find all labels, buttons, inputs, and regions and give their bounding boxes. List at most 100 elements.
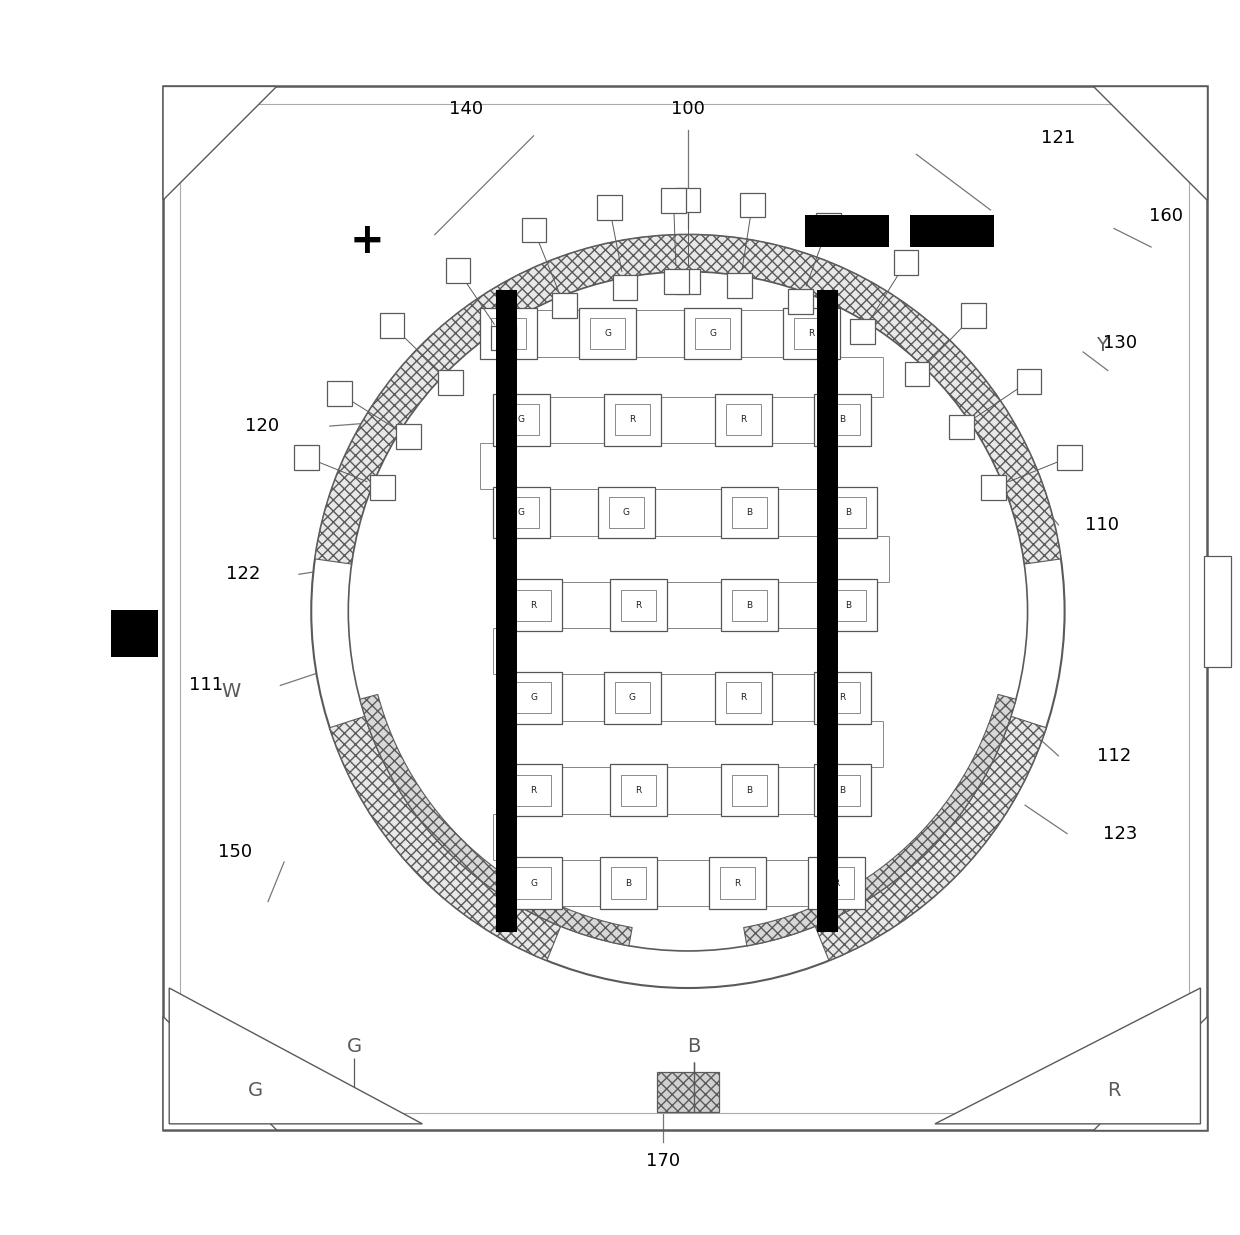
Bar: [794, 317, 830, 350]
Polygon shape: [1092, 86, 1207, 200]
Bar: [818, 867, 853, 899]
Text: 121: 121: [1042, 130, 1075, 147]
Text: R: R: [506, 329, 512, 338]
Bar: [590, 317, 625, 350]
Bar: [732, 589, 768, 621]
Bar: [722, 579, 777, 631]
Bar: [782, 308, 839, 359]
Text: B: B: [746, 508, 753, 517]
Text: G: G: [709, 329, 717, 338]
Text: R: R: [740, 693, 746, 703]
Bar: [831, 496, 866, 529]
Bar: [676, 188, 701, 212]
Bar: [851, 320, 875, 345]
Bar: [604, 672, 661, 724]
Bar: [1056, 445, 1081, 469]
Bar: [516, 867, 551, 899]
Text: 112: 112: [1097, 747, 1131, 764]
Bar: [665, 269, 688, 294]
Bar: [1017, 369, 1042, 394]
Bar: [621, 774, 656, 806]
Bar: [725, 404, 761, 436]
Bar: [805, 215, 889, 247]
Text: R: R: [740, 415, 746, 425]
Bar: [180, 104, 1189, 1113]
Bar: [505, 857, 562, 909]
Bar: [294, 445, 319, 469]
Bar: [661, 188, 686, 212]
Bar: [722, 487, 777, 538]
Bar: [732, 496, 768, 529]
Text: B: B: [687, 1036, 701, 1056]
Text: Y: Y: [1096, 336, 1107, 356]
Text: R: R: [734, 878, 740, 888]
Bar: [379, 314, 404, 338]
Bar: [684, 308, 742, 359]
Bar: [813, 394, 870, 446]
Polygon shape: [169, 988, 423, 1124]
Bar: [552, 293, 577, 317]
Bar: [492, 394, 549, 446]
Bar: [831, 589, 866, 621]
Text: B: B: [846, 600, 852, 610]
Text: 170: 170: [646, 1152, 681, 1170]
Bar: [505, 764, 562, 816]
Text: 140: 140: [449, 100, 482, 117]
Bar: [516, 589, 551, 621]
Bar: [725, 682, 761, 714]
Bar: [816, 212, 841, 237]
Text: G: G: [518, 415, 525, 425]
Bar: [610, 579, 667, 631]
Bar: [825, 404, 859, 436]
Text: G: G: [347, 1036, 362, 1056]
Bar: [820, 487, 877, 538]
Bar: [598, 487, 655, 538]
Text: B: B: [839, 785, 846, 795]
Bar: [709, 857, 766, 909]
Polygon shape: [935, 988, 1200, 1124]
Circle shape: [311, 235, 1065, 988]
Bar: [825, 774, 859, 806]
Text: B: B: [626, 878, 631, 888]
Text: 120: 120: [244, 417, 279, 435]
Bar: [503, 404, 539, 436]
Bar: [949, 415, 973, 440]
Bar: [807, 857, 864, 909]
Bar: [1204, 556, 1231, 667]
Wedge shape: [330, 716, 560, 961]
Bar: [676, 269, 701, 294]
Wedge shape: [815, 716, 1047, 961]
Bar: [516, 682, 551, 714]
Bar: [439, 370, 463, 395]
Bar: [715, 394, 773, 446]
Bar: [162, 86, 1207, 1130]
Text: W: W: [222, 682, 241, 701]
Text: R: R: [531, 600, 537, 610]
Text: +: +: [350, 220, 384, 262]
Text: B: B: [839, 415, 846, 425]
Bar: [505, 672, 562, 724]
Bar: [327, 382, 351, 406]
Text: G: G: [604, 329, 611, 338]
Text: 150: 150: [217, 844, 252, 861]
Text: B: B: [846, 508, 852, 517]
Text: R: R: [833, 878, 839, 888]
Text: 122: 122: [226, 566, 260, 583]
Bar: [732, 774, 768, 806]
Bar: [722, 764, 777, 816]
Bar: [813, 764, 870, 816]
Text: R: R: [808, 329, 815, 338]
Text: G: G: [622, 508, 630, 517]
Text: R: R: [635, 785, 641, 795]
Text: B: B: [746, 785, 753, 795]
Bar: [615, 682, 650, 714]
Circle shape: [348, 272, 1028, 951]
Bar: [609, 496, 644, 529]
Bar: [615, 404, 650, 436]
Bar: [961, 303, 986, 327]
Bar: [396, 425, 420, 450]
Bar: [522, 217, 546, 242]
Bar: [813, 672, 870, 724]
Bar: [610, 764, 667, 816]
Bar: [789, 289, 813, 314]
